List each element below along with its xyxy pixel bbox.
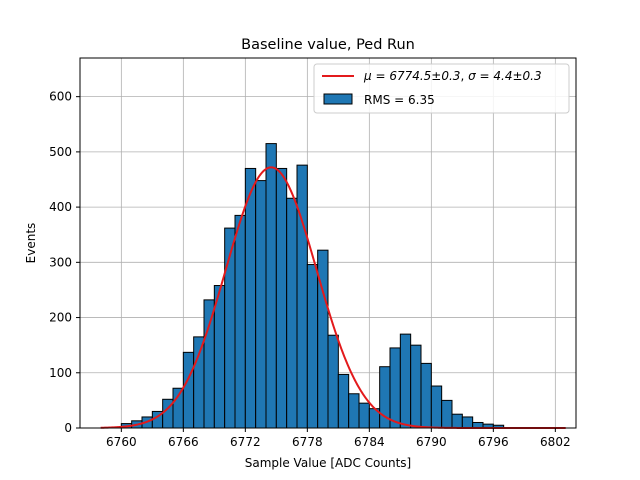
- histogram-bar: [182, 351, 195, 429]
- histogram-bar: [420, 362, 432, 429]
- x-tick-label: 6790: [416, 435, 447, 449]
- x-tick-label: 6796: [478, 435, 509, 449]
- y-tick-label: 0: [64, 421, 72, 435]
- histogram-bar: [286, 197, 298, 429]
- histogram-bar: [234, 214, 246, 429]
- y-axis-label: Events: [24, 223, 38, 264]
- histogram-bar: [193, 336, 205, 429]
- histogram-bar: [203, 299, 215, 429]
- x-tick-label: 6766: [168, 435, 199, 449]
- y-tick-label: 500: [49, 145, 72, 159]
- histogram-bar: [296, 164, 308, 429]
- histogram-bars: [120, 143, 505, 429]
- histogram-bar: [410, 344, 422, 429]
- histogram-bar: [358, 402, 370, 429]
- histogram-bar: [337, 373, 350, 429]
- legend: μ = 6774.5±0.3, σ = 4.4±0.3 RMS = 6.35: [313, 63, 570, 114]
- histogram-bar: [327, 334, 339, 429]
- x-tick-label: 6778: [292, 435, 323, 449]
- y-tick-label: 600: [49, 90, 72, 104]
- x-tick-label: 6802: [540, 435, 571, 449]
- chart-title: Baseline value, Ped Run: [241, 37, 415, 53]
- histogram-bar: [389, 347, 401, 429]
- y-tick-label: 100: [49, 366, 72, 380]
- histogram-bar: [306, 264, 319, 429]
- y-axis-ticks: 0 100 200 300 400 500 600: [49, 90, 80, 435]
- x-tick-label: 6760: [106, 435, 137, 449]
- x-tick-label: 6772: [230, 435, 261, 449]
- histogram-bar: [265, 143, 277, 429]
- histogram-bar: [451, 413, 463, 429]
- grid-lines: [80, 58, 576, 429]
- legend-box: [313, 63, 570, 114]
- y-tick-label: 300: [49, 255, 72, 269]
- legend-fit-label: μ = 6774.5±0.3, σ = 4.4±0.3: [363, 69, 542, 83]
- histogram-bar: [255, 180, 267, 429]
- histogram-bar: [244, 167, 257, 429]
- legend-hist-swatch: [323, 93, 353, 105]
- x-axis-ticks: 6760 6766 6772 6778 6784 6790 6796 6802: [106, 428, 571, 449]
- histogram-bar: [275, 167, 288, 429]
- x-axis-label: Sample Value [ADC Counts]: [245, 456, 411, 470]
- x-tick-label: 6784: [354, 435, 385, 449]
- histogram-bar: [430, 385, 443, 429]
- histogram-bar: [441, 399, 453, 429]
- histogram-bar: [348, 393, 360, 429]
- plot-frame: [79, 57, 577, 429]
- legend-hist-label: RMS = 6.35: [364, 93, 435, 107]
- y-tick-label: 200: [49, 311, 72, 325]
- histogram-bar: [461, 416, 474, 429]
- histogram-bar: [399, 333, 412, 429]
- y-tick-label: 400: [49, 200, 72, 214]
